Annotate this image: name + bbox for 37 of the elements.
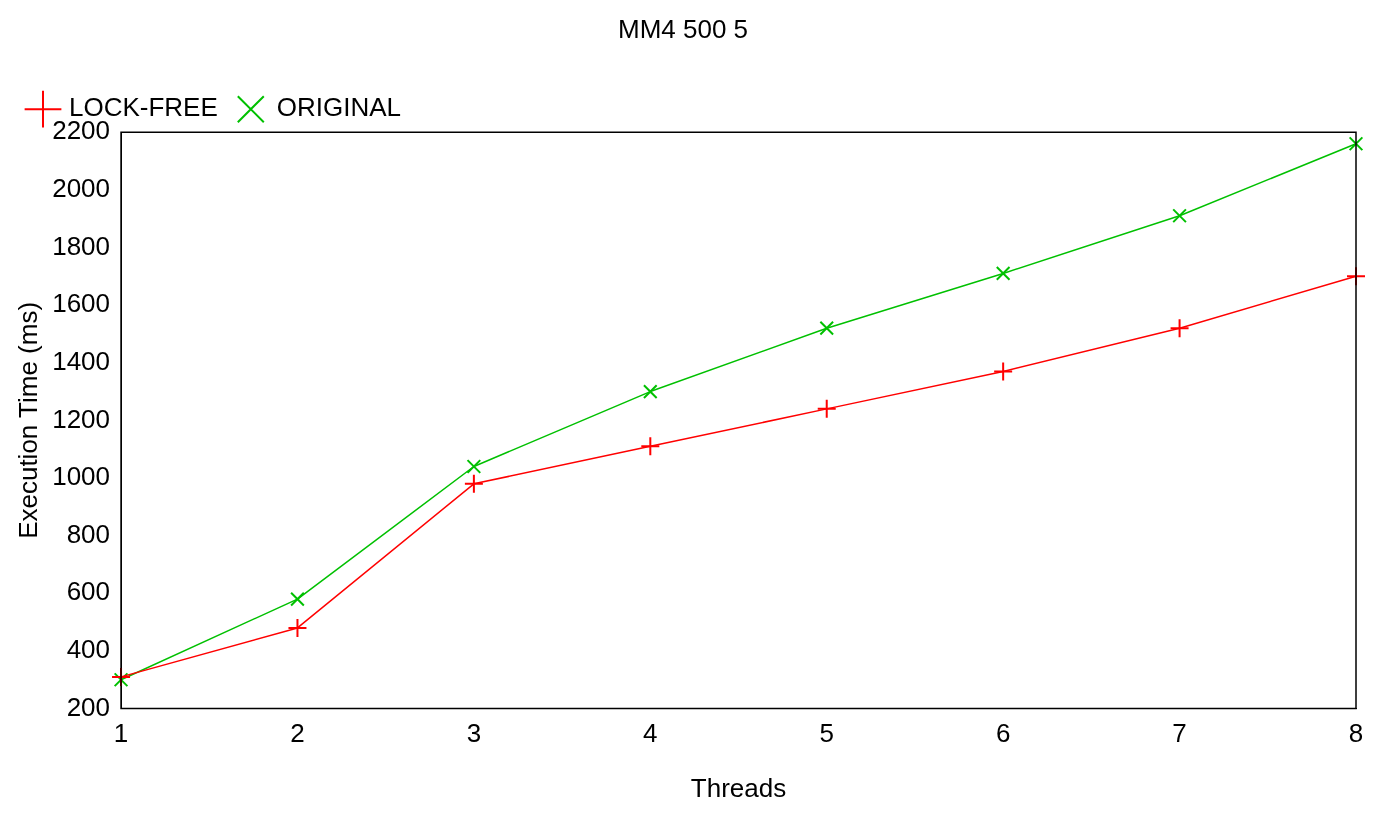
y-tick-label: 600	[66, 576, 111, 607]
x-tick-label: 3	[466, 718, 482, 749]
legend-label: ORIGINAL	[276, 92, 402, 123]
point	[1169, 318, 1190, 339]
x-tick-label: 5	[819, 718, 834, 749]
y-tick-label: 2000	[52, 173, 111, 204]
y-tick-label: 200	[66, 691, 111, 722]
y-tick-label: 2200	[52, 115, 111, 146]
x-tick-label: 6	[995, 718, 1011, 749]
y-axis-title: Execution Time (ms)	[12, 301, 43, 539]
x-tick-label: 8	[1348, 718, 1364, 749]
point	[1172, 208, 1187, 224]
point	[290, 591, 305, 607]
x-tick-label: 7	[1172, 718, 1187, 749]
point	[466, 459, 482, 474]
x-tick-label: 1	[113, 718, 129, 749]
y-tick-label: 1000	[52, 461, 111, 492]
point	[113, 672, 129, 688]
point	[819, 320, 835, 336]
point	[1348, 136, 1364, 152]
point	[642, 384, 658, 399]
point	[995, 266, 1011, 281]
point	[993, 361, 1014, 382]
point	[816, 398, 837, 419]
x-tick-label: 4	[643, 718, 658, 749]
y-tick-label: 1800	[52, 230, 111, 261]
x-tick-label: 2	[290, 718, 305, 749]
y-tick-label: 400	[66, 634, 111, 665]
y-tick-label: 1600	[52, 288, 111, 319]
point	[640, 436, 661, 457]
chart-title: MM4 500 5	[617, 13, 749, 44]
point	[463, 473, 484, 494]
x-axis-title: Threads	[690, 772, 787, 803]
y-tick-label: 1200	[52, 403, 111, 434]
point	[287, 617, 308, 638]
y-tick-label: 800	[66, 518, 111, 549]
y-tick-label: 1400	[52, 345, 111, 376]
